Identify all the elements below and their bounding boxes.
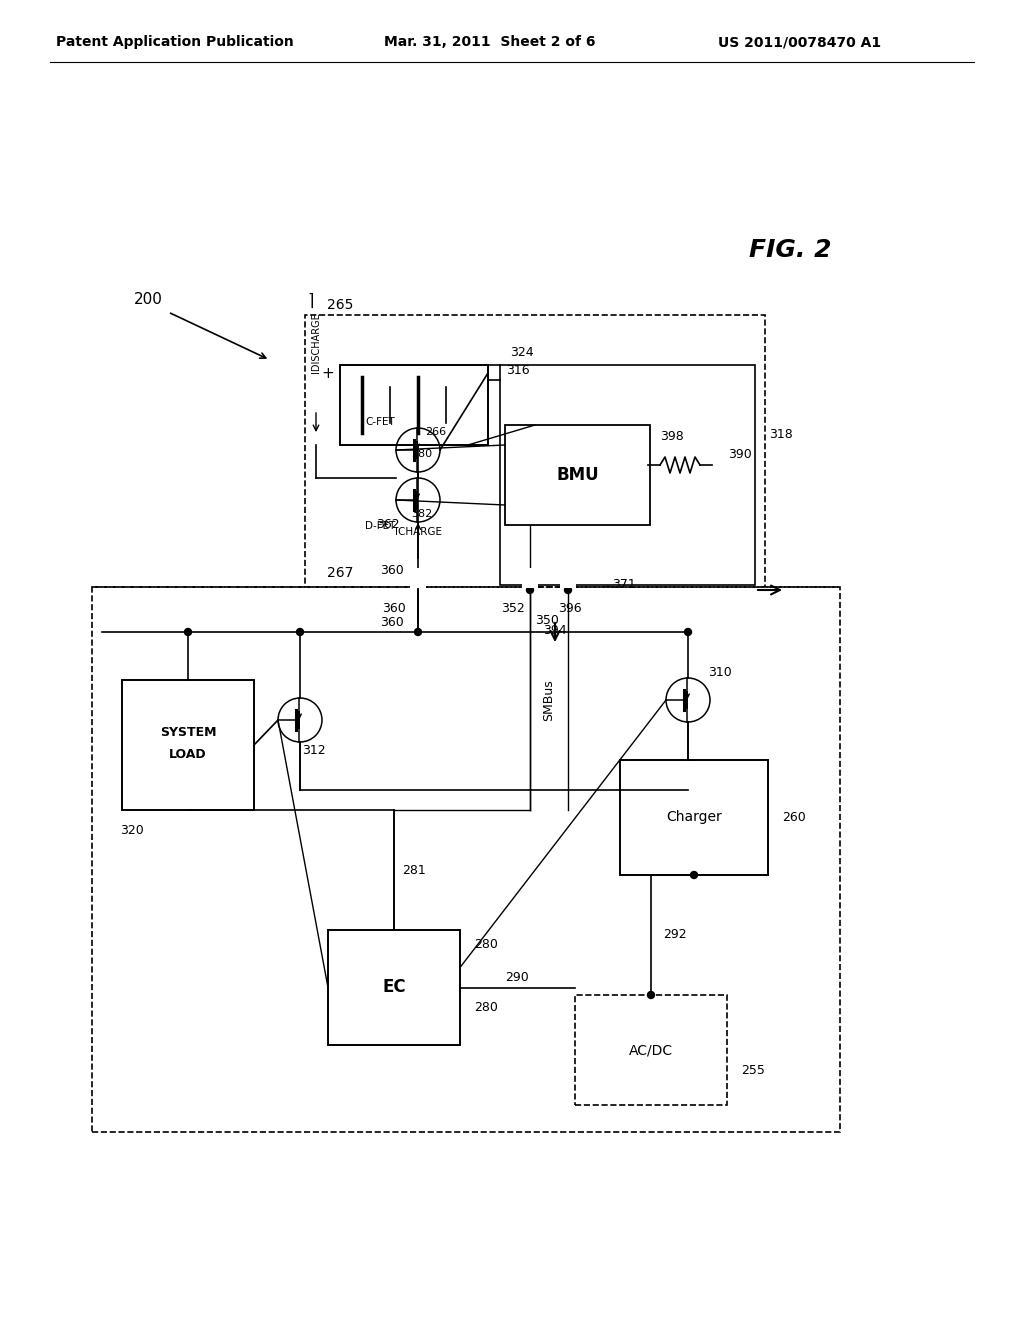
Bar (620, 760, 768, 875)
Text: FIG. 2: FIG. 2 (749, 238, 831, 261)
Circle shape (297, 628, 303, 635)
Text: 280: 280 (474, 1001, 498, 1014)
Text: 360: 360 (380, 564, 404, 577)
Text: 260: 260 (782, 810, 806, 824)
Circle shape (564, 586, 571, 594)
Bar (505, 425, 650, 525)
Text: 362: 362 (377, 517, 400, 531)
Text: 280: 280 (474, 939, 498, 952)
Text: Charger: Charger (667, 810, 722, 825)
Text: 290: 290 (506, 972, 529, 983)
Circle shape (647, 991, 654, 998)
Text: IDISCHARGE: IDISCHARGE (311, 313, 321, 374)
Bar (500, 366, 755, 585)
Circle shape (184, 628, 191, 635)
Text: US 2011/0078470 A1: US 2011/0078470 A1 (719, 36, 882, 49)
Circle shape (684, 628, 691, 635)
Bar (575, 995, 727, 1105)
Bar (122, 680, 254, 810)
Text: 266: 266 (425, 426, 446, 437)
Circle shape (526, 586, 534, 594)
Text: 320: 320 (120, 824, 143, 837)
Text: 350: 350 (535, 614, 559, 627)
Text: 281: 281 (402, 863, 426, 876)
Text: 318: 318 (769, 429, 793, 441)
Bar (340, 366, 488, 445)
Text: 394: 394 (543, 623, 567, 636)
Text: 324: 324 (510, 346, 534, 359)
Text: +: + (322, 366, 335, 380)
Text: 382: 382 (412, 510, 432, 519)
Text: 255: 255 (741, 1064, 765, 1077)
Circle shape (690, 871, 697, 879)
Text: 267: 267 (327, 566, 353, 579)
Text: D-FET: D-FET (365, 521, 395, 531)
Text: 360: 360 (380, 615, 404, 628)
Bar (410, 568, 426, 587)
Bar (560, 568, 575, 587)
Text: BMU: BMU (556, 466, 599, 484)
Bar (92, 587, 840, 1133)
Circle shape (564, 586, 571, 594)
Circle shape (604, 586, 611, 594)
Bar (305, 315, 765, 590)
Text: 265: 265 (327, 298, 353, 312)
Text: 200: 200 (133, 293, 163, 308)
Text: 352: 352 (502, 602, 525, 615)
Bar (328, 931, 460, 1045)
Text: 396: 396 (558, 602, 582, 615)
Text: SMBus: SMBus (542, 678, 555, 721)
Circle shape (526, 586, 534, 594)
Bar (522, 568, 538, 587)
Text: 390: 390 (728, 449, 752, 462)
Text: 292: 292 (663, 928, 687, 941)
Text: C-FET: C-FET (366, 417, 395, 426)
Text: 398: 398 (660, 430, 684, 444)
Circle shape (415, 586, 422, 594)
Text: 360: 360 (382, 602, 406, 615)
Text: Mar. 31, 2011  Sheet 2 of 6: Mar. 31, 2011 Sheet 2 of 6 (384, 36, 596, 49)
Text: Patent Application Publication: Patent Application Publication (56, 36, 294, 49)
Text: 316: 316 (506, 363, 529, 376)
Text: 312: 312 (302, 743, 326, 756)
Circle shape (415, 628, 422, 635)
Text: AC/DC: AC/DC (629, 1043, 673, 1057)
Text: LOAD: LOAD (169, 748, 207, 762)
Text: EC: EC (382, 978, 406, 997)
Text: $\rceil$: $\rceil$ (307, 292, 314, 310)
Text: SYSTEM: SYSTEM (160, 726, 216, 739)
Text: 380: 380 (412, 449, 432, 459)
Text: 371: 371 (612, 578, 636, 591)
Text: ICHARGE: ICHARGE (394, 527, 441, 537)
Text: 310: 310 (709, 665, 732, 678)
